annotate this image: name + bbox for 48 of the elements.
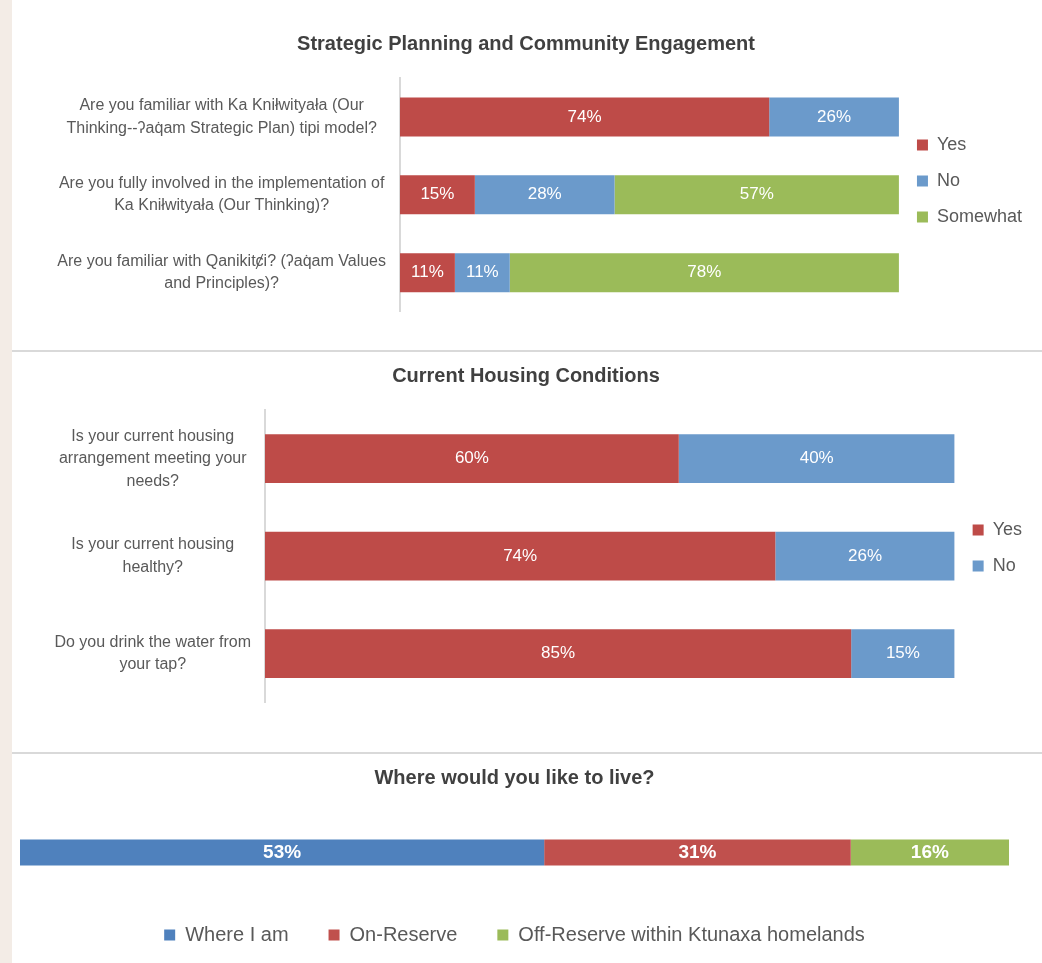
bar (678, 434, 955, 484)
data-label: 60% (454, 448, 489, 468)
legend-label: Off-Reserve within Ktunaxa homelands (518, 922, 865, 945)
y-tick-label: Are you familiar with Qanikitȼi? (ʔaq̇am Values and Principles)? (57, 251, 386, 292)
bar (265, 629, 852, 679)
legend-label: On-Reserve (349, 922, 458, 945)
bar (614, 175, 899, 215)
data-label: 57% (739, 184, 774, 204)
bar (769, 97, 899, 137)
y-tick-label: Do you drink the water from your tap? (54, 632, 251, 673)
data-label: 74% (567, 106, 602, 126)
data-label: 53% (263, 840, 302, 862)
y-tick-label: Are you familiar with Ka Kniłwityała (Our Thinking--ʔaq̇am Strategic Plan) tipi model? (66, 96, 377, 136)
bar (509, 253, 899, 293)
data-label: 74% (503, 545, 538, 565)
y-tick-label: Are you fully involved in the implementation of Ka Kniłwityała (Our Thinking)? (58, 174, 385, 214)
data-label: 11% (411, 262, 444, 282)
bar (400, 175, 475, 215)
data-label: 15% (420, 184, 455, 204)
data-label: 26% (847, 545, 882, 565)
y-tick-label: Is your current housing arrangement meeting your needs? (58, 426, 248, 489)
legend-label: No (936, 169, 960, 190)
data-label: 15% (885, 643, 920, 663)
legend-label: Somewhat (936, 205, 1022, 226)
bar (265, 531, 776, 581)
bar (851, 629, 955, 679)
data-label: 40% (799, 448, 834, 468)
bar (474, 175, 615, 215)
bar (400, 97, 770, 137)
data-label: 78% (687, 262, 722, 282)
data-label: 31% (678, 840, 717, 862)
data-label: 28% (527, 184, 562, 204)
bar (400, 253, 455, 293)
legend-label: Yes (992, 518, 1023, 539)
data-label: 16% (910, 840, 949, 862)
legend-label: Where I am (185, 922, 289, 945)
data-label: 11% (465, 262, 499, 282)
legend-label: Yes (936, 133, 967, 154)
chart-title: Current Housing Conditions (392, 363, 660, 386)
legend-label: No (992, 554, 1016, 575)
bar (775, 531, 955, 581)
chart-title: Strategic Planning and Community Engagement (297, 31, 756, 54)
data-label: 85% (541, 643, 576, 663)
chart-title: Where would you like to live? (374, 765, 655, 788)
data-label: 26% (817, 106, 852, 126)
bar (265, 434, 679, 484)
y-tick-label: Is your current housing healthy? (71, 535, 235, 575)
bar (454, 253, 510, 293)
